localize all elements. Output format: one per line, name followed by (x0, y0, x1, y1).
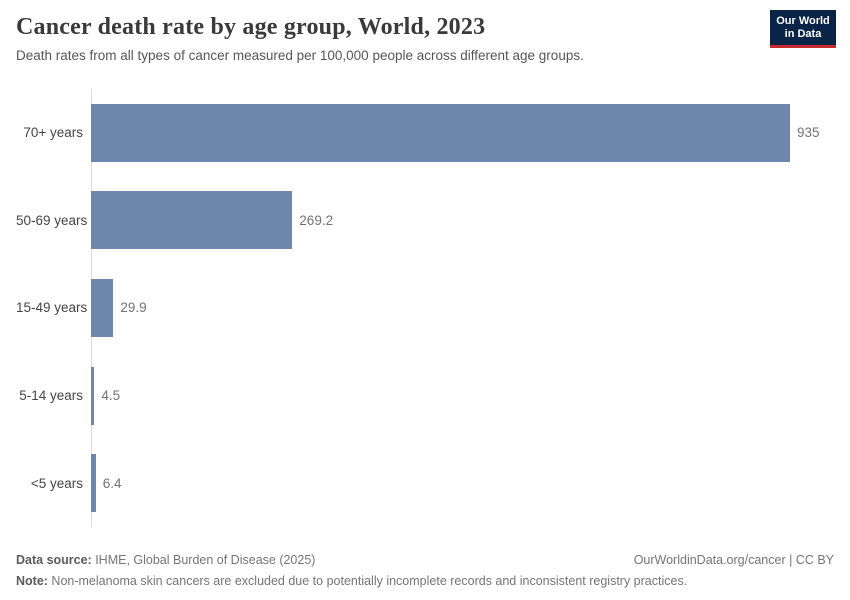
bar[interactable] (91, 278, 114, 337)
bar-area: 935 (91, 89, 834, 177)
page-title: Cancer death rate by age group, World, 2… (16, 14, 486, 40)
chart-footer: Data source: IHME, Global Burden of Dise… (16, 553, 834, 588)
data-source: Data source: IHME, Global Burden of Dise… (16, 553, 315, 567)
note-text: Non-melanoma skin cancers are excluded d… (47, 574, 688, 588)
bar-row: 15-49 years 29.9 (16, 264, 834, 352)
bars-container: 70+ years 935 50-69 years 269.2 15-49 years 2… (16, 89, 834, 527)
bar[interactable] (91, 454, 96, 513)
bar[interactable] (91, 191, 293, 250)
footer-note-row: Note: Non-melanoma skin cancers are excl… (16, 574, 834, 588)
value-label: 6.4 (102, 475, 122, 491)
value-label: 4.5 (101, 388, 121, 404)
bar-area: 4.5 (91, 352, 834, 440)
bar-row: 70+ years 935 (16, 89, 834, 177)
owid-logo[interactable]: Our World in Data (770, 10, 836, 48)
category-label: 50-69 years (16, 212, 88, 228)
category-label: 70+ years (23, 125, 83, 141)
data-source-label: Data source: (16, 553, 92, 567)
data-source-text: IHME, Global Burden of Disease (2025) (91, 553, 316, 567)
category-label: <5 years (30, 475, 83, 491)
value-label: 29.9 (120, 300, 147, 316)
bar-row: 5-14 years 4.5 (16, 352, 834, 440)
value-label: 269.2 (299, 212, 334, 228)
footer-source-row: Data source: IHME, Global Burden of Dise… (16, 553, 834, 567)
chart-header: Cancer death rate by age group, World, 2… (16, 0, 836, 63)
bar-row: <5 years 6.4 (16, 439, 834, 527)
bar-chart: 70+ years 935 50-69 years 269.2 15-49 years 2… (16, 89, 834, 527)
owid-logo-line1: Our World (776, 14, 830, 27)
owid-logo-line2: in Data (784, 27, 822, 40)
chart-subtitle: Death rates from all types of cancer mea… (16, 48, 584, 63)
attribution-link[interactable]: OurWorldinData.org/cancer | CC BY (633, 553, 834, 567)
bar-area: 269.2 (91, 177, 834, 265)
value-label: 935 (797, 125, 820, 141)
bar-area: 6.4 (91, 439, 834, 527)
bar[interactable] (91, 366, 95, 425)
bar[interactable] (91, 103, 790, 162)
note-label: Note: (16, 574, 48, 588)
category-label: 5-14 years (19, 388, 83, 404)
bar-row: 50-69 years 269.2 (16, 177, 834, 265)
bar-area: 29.9 (91, 264, 834, 352)
category-label: 15-49 years (16, 300, 88, 316)
